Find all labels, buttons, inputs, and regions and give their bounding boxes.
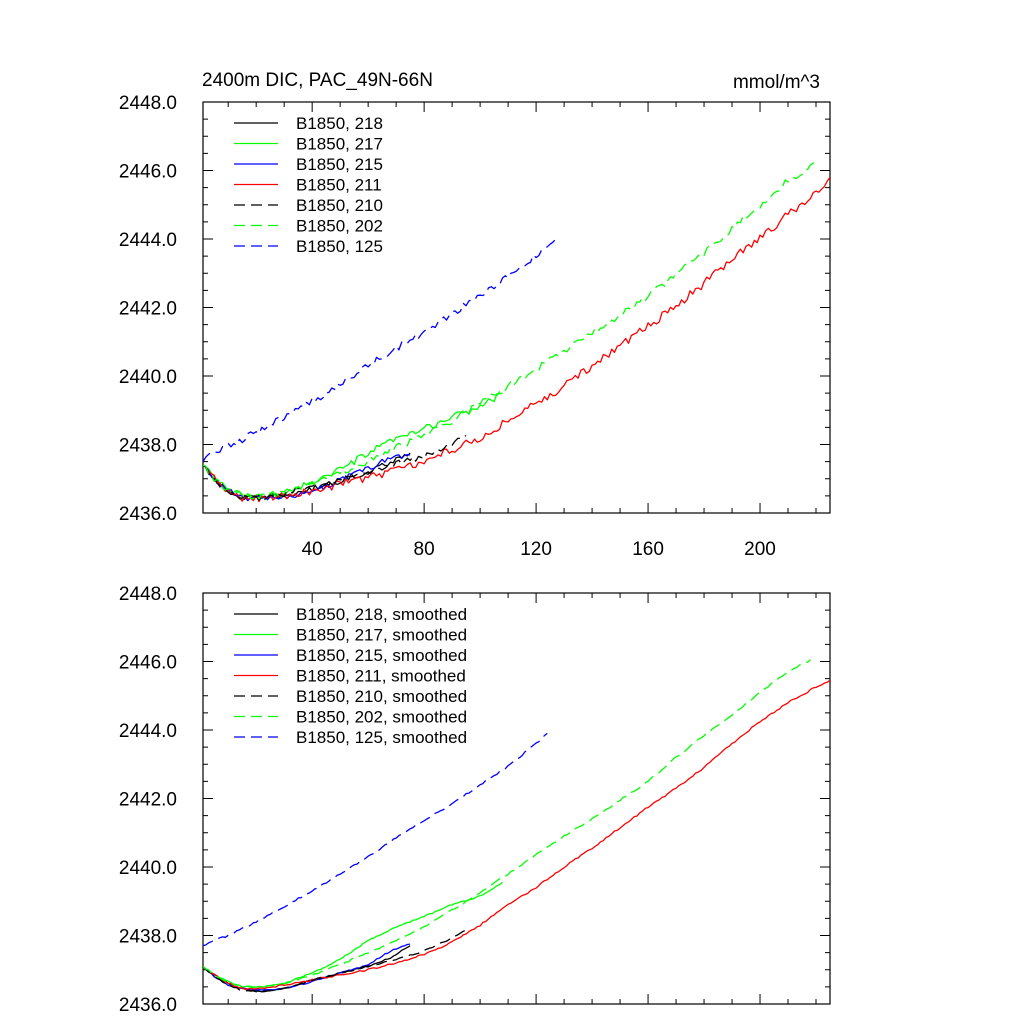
series-line xyxy=(203,435,467,501)
y-tick-label: 2436.0 xyxy=(119,995,177,1016)
y-tick-label: 2448.0 xyxy=(119,584,177,605)
legend-label: B1850, 202, smoothed xyxy=(296,708,467,727)
y-tick-label: 2442.0 xyxy=(119,299,177,320)
legend-label: B1850, 211, smoothed xyxy=(296,667,466,686)
series-line xyxy=(203,162,817,500)
y-tick-label: 2438.0 xyxy=(119,927,177,948)
legend-label: B1850, 218, smoothed xyxy=(296,605,467,624)
legend-label: B1850, 218 xyxy=(296,114,383,133)
series-line xyxy=(203,929,467,993)
panel-smoothed: 2436.0 2438.0 2440.0 2442.0 2444.0 2446.0 2448… xyxy=(119,584,831,1016)
series-line xyxy=(203,659,811,988)
series-group xyxy=(203,162,830,503)
legend-label: B1850, 217 xyxy=(296,135,383,154)
y-tick-label: 2446.0 xyxy=(119,162,177,183)
legend-label: B1850, 125 xyxy=(296,237,383,256)
panel-raw: 2436.0 2438.0 2440.0 2442.0 2444.0 2446.0 2448… xyxy=(119,93,831,560)
y-tick-label: 2440.0 xyxy=(119,858,177,879)
x-tick-label: 200 xyxy=(744,539,776,560)
units-label: mmol/m^3 xyxy=(733,72,820,93)
x-tick-label: 160 xyxy=(632,539,664,560)
legend-label: B1850, 215, smoothed xyxy=(296,646,467,665)
series-line xyxy=(203,176,830,503)
legend-label: B1850, 125, smoothed xyxy=(296,728,467,747)
legend-label: B1850, 211 xyxy=(296,176,382,195)
legend-label: B1850, 210 xyxy=(296,196,383,215)
y-tick-label: 2438.0 xyxy=(119,436,177,457)
legend-label: B1850, 202 xyxy=(296,217,383,236)
y-tick-label: 2444.0 xyxy=(119,721,177,742)
y-tick-label: 2442.0 xyxy=(119,790,177,811)
series-line xyxy=(203,679,830,990)
x-tick-label: 40 xyxy=(302,539,323,560)
y-tick-label: 2436.0 xyxy=(119,504,177,525)
y-tick-label: 2444.0 xyxy=(119,230,177,251)
legend-label: B1850, 210, smoothed xyxy=(296,687,467,706)
series-line xyxy=(203,392,503,500)
x-tick-label: 80 xyxy=(414,539,435,560)
y-tick-label: 2448.0 xyxy=(119,93,177,114)
y-tick-label: 2440.0 xyxy=(119,367,177,388)
chart-title: 2400m DIC, PAC_49N-66N xyxy=(202,70,433,91)
legend-label: B1850, 217, smoothed xyxy=(296,626,467,645)
legend: B1850, 218, smoothed B1850, 217, smoothed… xyxy=(234,605,467,747)
series-line xyxy=(203,238,557,462)
x-tick-label: 120 xyxy=(520,539,552,560)
legend-label: B1850, 215 xyxy=(296,155,383,174)
series-group xyxy=(203,659,830,993)
y-tick-label: 2446.0 xyxy=(119,653,177,674)
